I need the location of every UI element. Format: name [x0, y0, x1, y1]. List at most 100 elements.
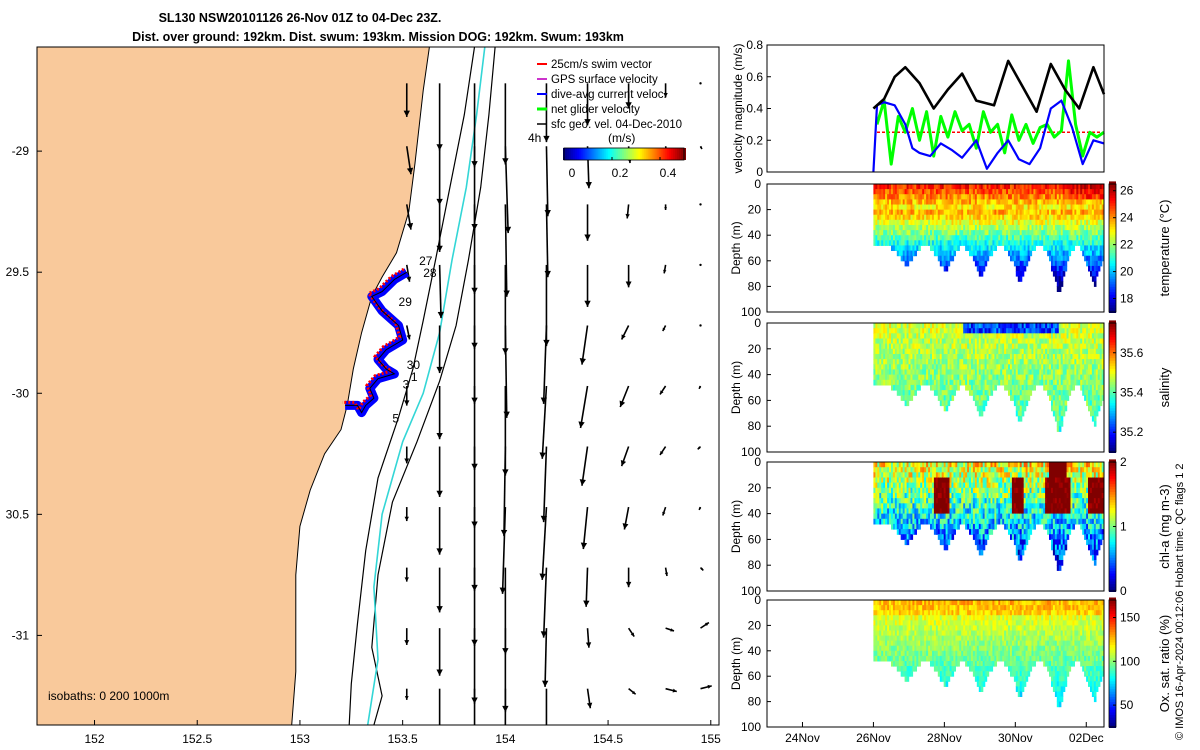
profile-cell — [990, 369, 994, 376]
profile-cell — [1035, 467, 1038, 473]
profile-cell — [992, 472, 995, 478]
profile-cell — [943, 482, 947, 489]
profile-cell — [1068, 390, 1072, 396]
profile-cell — [1051, 328, 1054, 334]
profile-cell — [1029, 487, 1033, 494]
profile-cell — [1023, 498, 1027, 504]
profile-cell — [1049, 493, 1052, 499]
profile-cell — [1013, 374, 1017, 381]
profile-cell — [926, 323, 929, 329]
profile-cell — [996, 348, 999, 355]
profile-cell — [1051, 209, 1054, 216]
profile-cell — [947, 472, 951, 478]
profile-cell — [891, 369, 894, 376]
profile-cell — [1045, 219, 1048, 226]
profile-cell — [967, 328, 970, 334]
profile-cell — [1047, 529, 1050, 535]
profile-cell — [945, 369, 949, 376]
profile-cell — [1068, 199, 1072, 205]
profile-cell — [1006, 462, 1009, 468]
profile-cell — [935, 235, 939, 241]
profile-cell — [1095, 230, 1099, 236]
profile-cell — [1023, 235, 1027, 241]
profile-cell — [1095, 194, 1099, 200]
profile-cell — [994, 219, 997, 226]
profile-cell — [974, 523, 978, 530]
profile-cell — [881, 508, 884, 515]
profile-cell — [1000, 513, 1003, 520]
profile-cell — [1021, 250, 1025, 257]
profile-cell — [916, 338, 919, 345]
profile-cell — [1006, 498, 1009, 504]
profile-cell — [1000, 204, 1003, 211]
profile-cell — [1025, 359, 1029, 365]
profile-cell — [955, 462, 958, 468]
profile-cell — [969, 194, 972, 200]
profile-cell — [900, 359, 904, 365]
profile-cell — [986, 518, 990, 525]
profile-cell — [1021, 369, 1025, 376]
profile-cell — [976, 529, 980, 535]
profile-cell — [943, 523, 947, 530]
profile-cell — [881, 493, 884, 499]
profile-cell — [951, 379, 955, 386]
profile-cell — [1101, 364, 1104, 370]
profile-cell — [992, 364, 995, 370]
profile-cell — [930, 230, 933, 236]
profile-cell — [1010, 518, 1013, 525]
profile-cell — [1097, 260, 1101, 267]
profile-cell — [1084, 189, 1087, 195]
profile-cell — [933, 482, 937, 489]
profile-cell — [1091, 240, 1095, 246]
profile-cell — [1004, 462, 1007, 468]
profile-cell — [1013, 204, 1017, 211]
profile-cell — [916, 219, 919, 226]
profile-cell — [990, 333, 994, 339]
profile-cell — [1035, 333, 1038, 339]
profile-cell — [978, 477, 982, 484]
profile-cell — [976, 343, 980, 350]
profile-cell — [965, 359, 968, 365]
profile-cell — [1099, 245, 1103, 251]
profile-cell — [959, 369, 962, 376]
profile-cell — [1058, 390, 1062, 396]
profile-cell — [1076, 328, 1079, 334]
profile-cell — [998, 343, 1001, 350]
profile-cell — [894, 518, 898, 525]
profile-cell — [974, 498, 978, 504]
profile-cell — [947, 219, 951, 226]
profile-cell — [945, 529, 949, 535]
profile-cell — [1060, 359, 1064, 365]
profile-cell — [914, 343, 917, 350]
profile-cell — [1054, 240, 1058, 246]
map-ytick: -31 — [12, 628, 30, 642]
depth-tick: 100 — [741, 305, 761, 319]
profile-cell — [900, 225, 904, 231]
profile-cell — [1021, 400, 1025, 407]
profile-cell — [992, 328, 995, 334]
profile-cell — [1056, 374, 1060, 381]
profile-cell — [945, 194, 949, 200]
profile-cell — [877, 493, 880, 499]
profile-cell — [906, 333, 910, 339]
profile-cell — [904, 184, 908, 190]
profile-cell — [1000, 498, 1003, 504]
map-ytick: -29 — [12, 144, 30, 158]
profile-cell — [1043, 374, 1046, 381]
profile-cell — [959, 189, 962, 195]
profile-cell — [1088, 364, 1091, 370]
profile-cell — [992, 194, 995, 200]
profile-cell — [914, 250, 917, 257]
profile-cell — [898, 384, 902, 391]
profile-cell — [926, 518, 929, 525]
profile-cell — [1025, 194, 1029, 200]
current-arrow — [473, 688, 476, 725]
profile-cell — [1011, 323, 1015, 329]
profile-cell — [1019, 544, 1023, 551]
profile-cell — [1064, 323, 1068, 329]
profile-cell — [1039, 328, 1042, 334]
profile-cell — [889, 518, 892, 525]
profile-cell — [924, 364, 927, 370]
profile-cell — [941, 235, 945, 241]
profile-cell — [1045, 230, 1048, 236]
